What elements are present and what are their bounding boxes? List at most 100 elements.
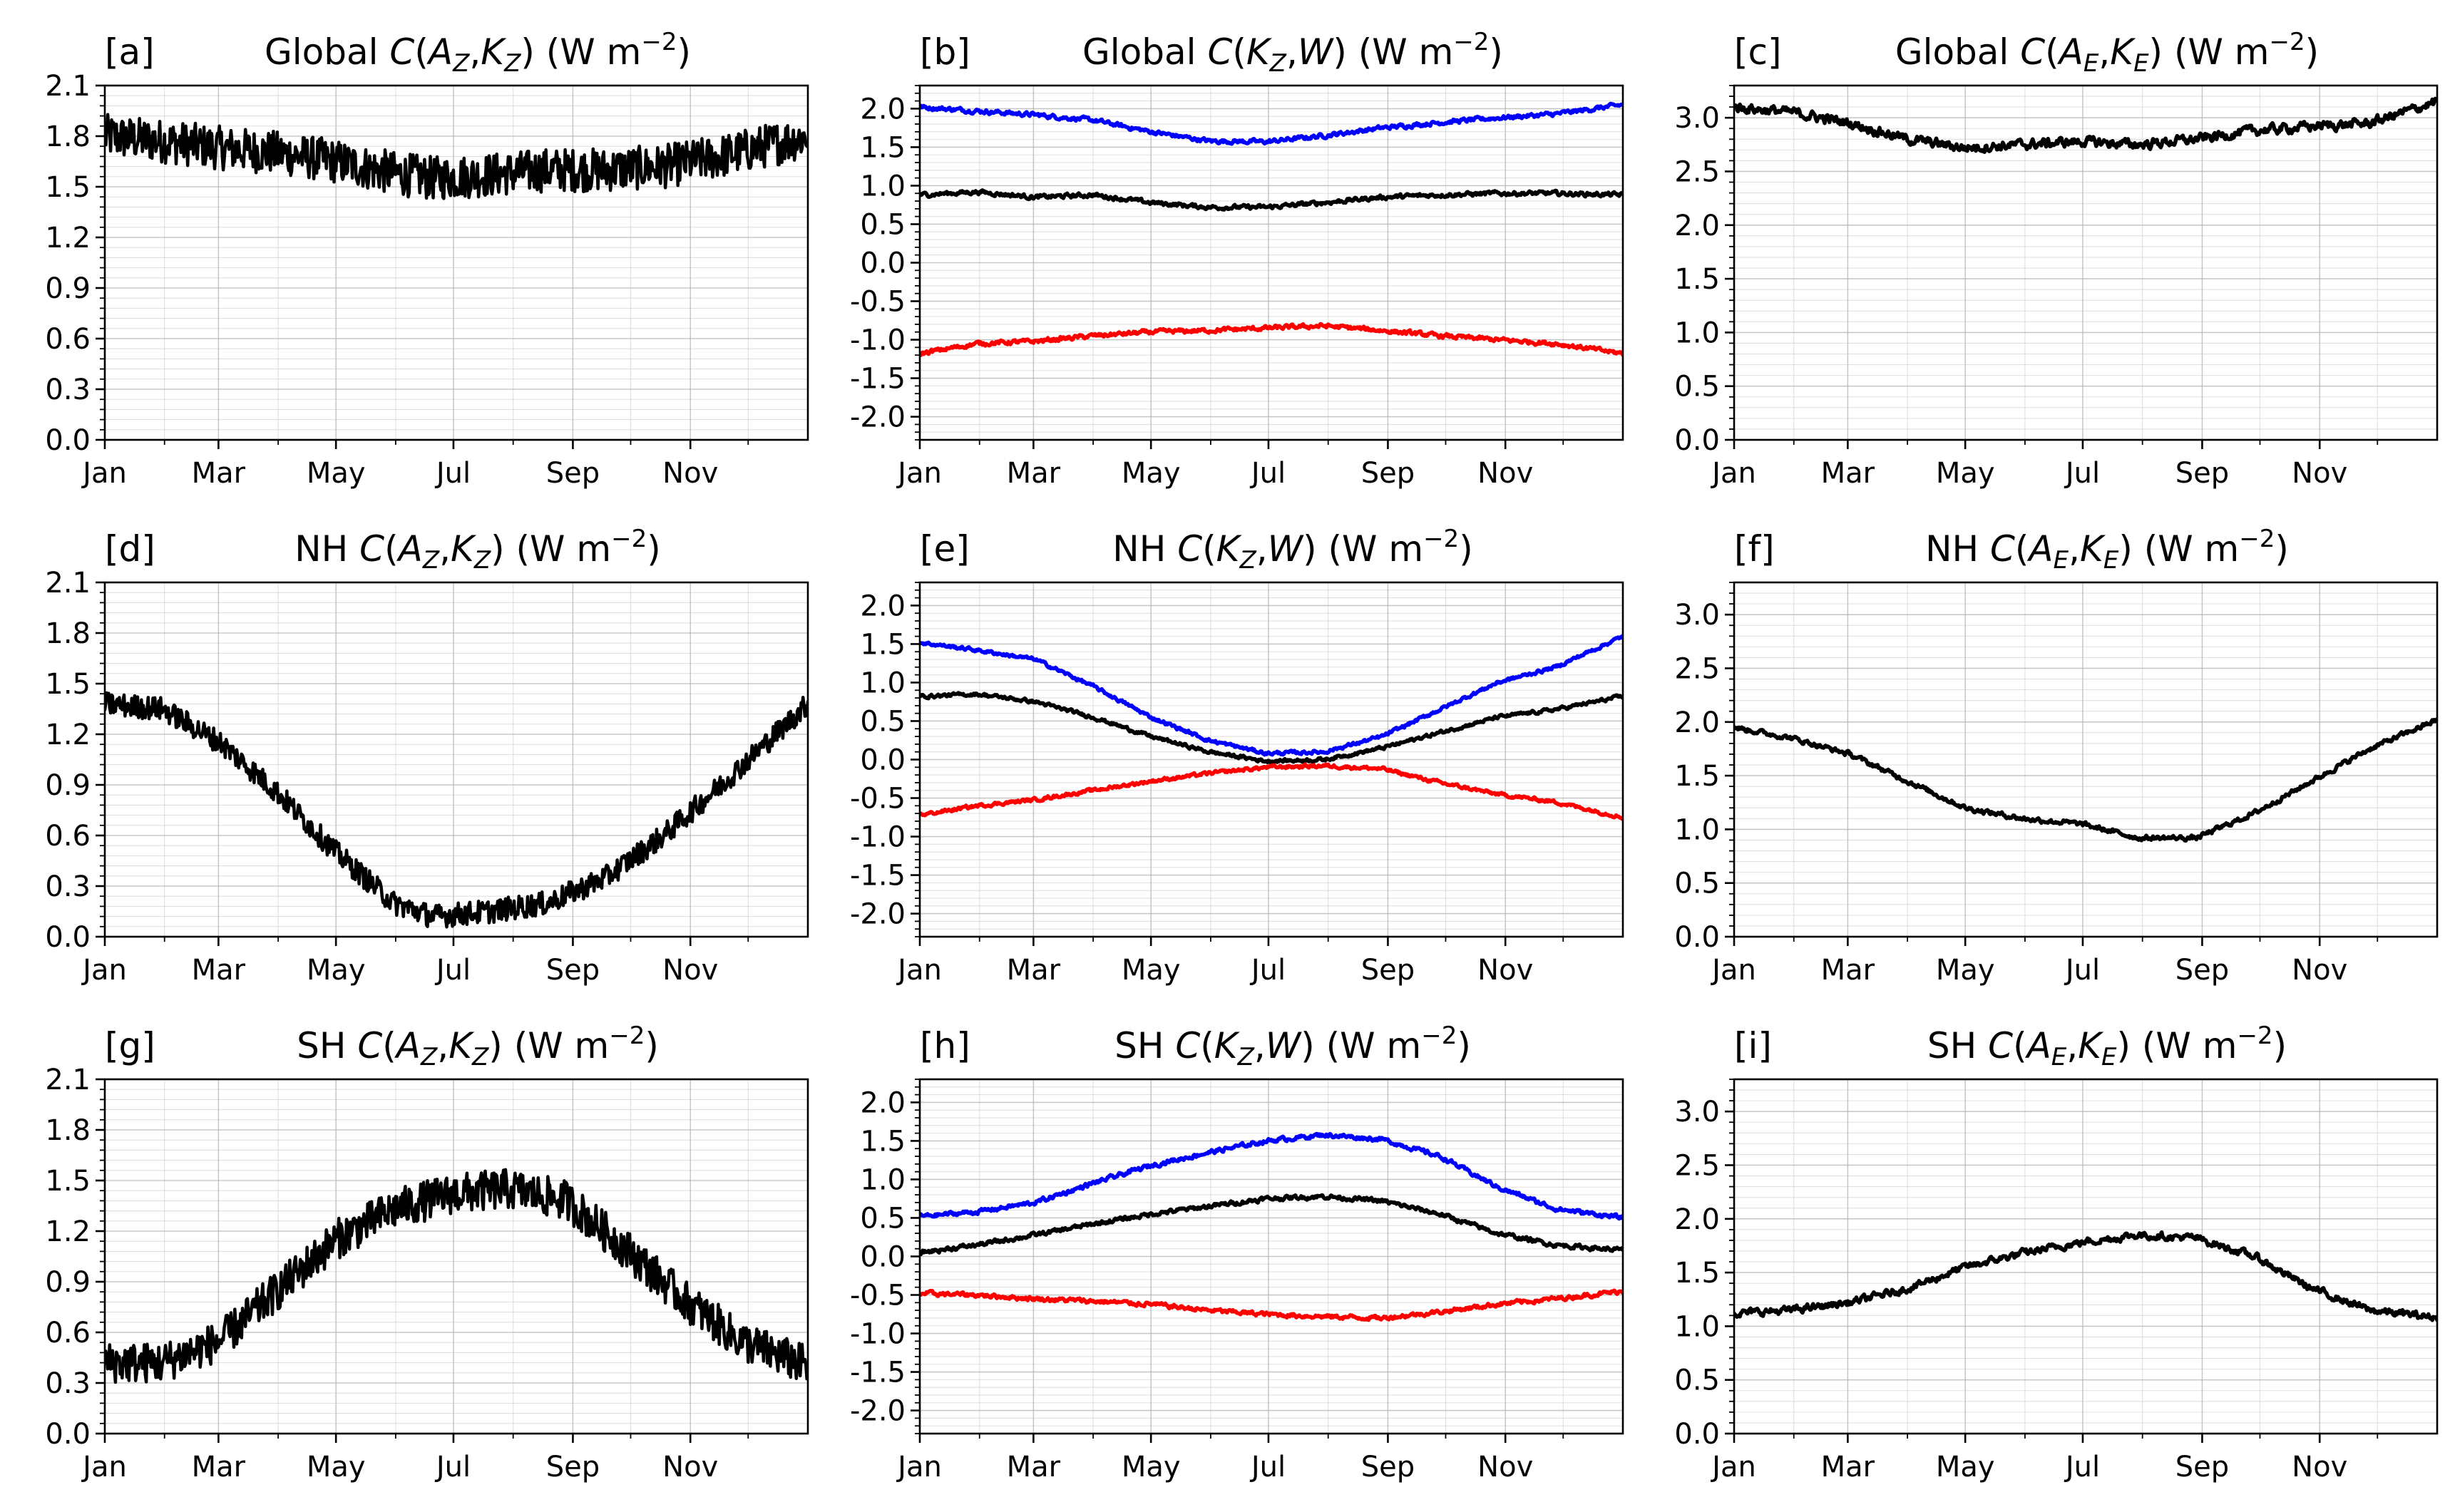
y-tick-label: 2.0 — [860, 590, 906, 622]
x-tick-label: May — [1122, 954, 1181, 987]
panel-e: -2.0 -1.5 -1.0 -0.5 0.0 0.5 1.0 1.5 2.0 Jan Mar May… — [850, 525, 1624, 987]
x-tick-label: Jan — [81, 954, 127, 987]
y-tick-label: 2.1 — [45, 567, 91, 600]
x-tick-label: Jul — [434, 1451, 471, 1483]
panel-h: -2.0 -1.5 -1.0 -0.5 0.0 0.5 1.0 1.5 2.0 Jan Mar May… — [850, 1022, 1624, 1483]
y-tick-label: 2.1 — [45, 1064, 91, 1096]
x-tick-label: Jan — [81, 1451, 127, 1483]
y-tick-label: 0.0 — [1674, 424, 1720, 457]
plot-frame — [1733, 1078, 2439, 1435]
y-tick-label: 2.0 — [1674, 210, 1720, 242]
x-tick-label: May — [307, 954, 366, 987]
plot-frame — [1733, 84, 2439, 441]
series-line-1 — [105, 113, 808, 200]
y-tick-label: 0.5 — [1674, 371, 1720, 403]
series-line-2 — [920, 188, 1623, 212]
y-tick-label: -2.0 — [850, 401, 906, 434]
y-tick-label: 2.0 — [860, 1086, 906, 1119]
x-tick-label: May — [1122, 1451, 1181, 1483]
y-tick-label: 1.2 — [45, 719, 91, 751]
y-tick-label: 1.5 — [860, 131, 906, 164]
panel-title: NH C(KZ,W) (W m−2) — [1112, 525, 1472, 575]
x-tick-label: Sep — [1361, 954, 1415, 987]
x-tick-label: Sep — [1361, 457, 1415, 490]
y-tick-label: -2.0 — [850, 898, 906, 931]
x-tick-label: Jan — [896, 1451, 942, 1483]
x-tick-label: May — [307, 457, 366, 490]
series-line-1 — [105, 1168, 808, 1384]
x-tick-label: May — [1122, 457, 1181, 490]
y-tick-label: 0.0 — [1674, 921, 1720, 954]
y-tick-label: 1.8 — [45, 1114, 91, 1147]
panel-b: -2.0 -1.5 -1.0 -0.5 0.0 0.5 1.0 1.5 2.0 Jan Mar May… — [850, 28, 1624, 490]
y-tick-label: 0.5 — [1674, 868, 1720, 900]
series-line-1 — [1734, 96, 2437, 154]
x-tick-label: Sep — [2175, 1451, 2229, 1483]
x-tick-label: Nov — [2292, 457, 2347, 490]
series-line-3 — [920, 322, 1623, 357]
x-tick-label: Jan — [896, 457, 942, 490]
y-tick-label: 1.5 — [860, 628, 906, 661]
x-tick-label: Nov — [2292, 1451, 2347, 1483]
x-tick-label: Mar — [1007, 457, 1061, 490]
panel-label: [a] — [105, 31, 155, 73]
y-tick-label: -1.5 — [850, 363, 906, 396]
series-line-1 — [920, 101, 1623, 146]
y-tick-label: 0.9 — [45, 1266, 91, 1299]
panel-a: 0.0 0.3 0.6 0.9 1.2 1.5 1.8 2.1 Jan Mar May Jul Sep N… — [45, 28, 809, 490]
panel-title: Global C(KZ,W) (W m−2) — [1082, 28, 1503, 78]
x-tick-label: Sep — [546, 954, 600, 987]
y-tick-label: 3.0 — [1674, 1096, 1720, 1128]
y-tick-label: -1.5 — [850, 1357, 906, 1389]
y-tick-label: 0.0 — [1674, 1418, 1720, 1451]
x-tick-label: May — [1936, 954, 1995, 987]
panel-label: [h] — [920, 1025, 970, 1066]
y-tick-label: 1.0 — [1674, 317, 1720, 349]
x-tick-label: Jul — [2064, 457, 2100, 490]
x-tick-label: Mar — [1007, 954, 1061, 987]
y-tick-label: 0.0 — [45, 424, 91, 457]
panel-title: Global C(AE,KE) (W m−2) — [1895, 28, 2319, 78]
series-line-3 — [920, 762, 1623, 821]
y-tick-label: -0.5 — [850, 783, 906, 816]
y-tick-label: 0.3 — [45, 374, 91, 406]
x-tick-label: May — [1936, 457, 1995, 490]
y-tick-label: 1.5 — [860, 1125, 906, 1158]
x-tick-label: Nov — [1477, 954, 1533, 987]
x-tick-label: Jan — [1710, 1451, 1756, 1483]
y-tick-label: 2.5 — [1674, 652, 1720, 685]
panel-d: 0.0 0.3 0.6 0.9 1.2 1.5 1.8 2.1 Jan Mar May Jul Sep N… — [45, 525, 809, 987]
panel-title: SH C(AZ,KZ) (W m−2) — [297, 1022, 659, 1071]
y-tick-label: -1.0 — [850, 324, 906, 357]
panel-label: [i] — [1734, 1025, 1772, 1066]
y-tick-label: -1.0 — [850, 1318, 906, 1351]
series-line-1 — [920, 1131, 1623, 1221]
plot-frame — [103, 1078, 809, 1435]
y-tick-label: -1.5 — [850, 860, 906, 893]
y-tick-label: 1.0 — [860, 1163, 906, 1196]
x-tick-label: Jul — [434, 954, 471, 987]
y-tick-label: 0.6 — [45, 1317, 91, 1349]
y-tick-label: 0.0 — [860, 247, 906, 280]
x-tick-label: Nov — [2292, 954, 2347, 987]
series-line-2 — [920, 691, 1623, 765]
x-tick-label: Nov — [1477, 457, 1533, 490]
y-tick-label: 0.3 — [45, 1367, 91, 1400]
y-tick-label: 1.2 — [45, 222, 91, 254]
panel-c: 0.0 0.5 1.0 1.5 2.0 2.5 3.0 Jan Mar May Jul Sep Nov [… — [1674, 28, 2439, 490]
panel-title: SH C(AE,KE) (W m−2) — [1927, 1022, 2287, 1071]
panel-title: SH C(KZ,W) (W m−2) — [1114, 1022, 1471, 1071]
x-tick-label: Nov — [662, 1451, 718, 1483]
panel-title: Global C(AZ,KZ) (W m−2) — [265, 28, 691, 78]
series-line-3 — [920, 1288, 1623, 1322]
panel-label: [g] — [105, 1025, 155, 1066]
x-tick-label: Mar — [1821, 457, 1875, 490]
y-tick-label: 1.8 — [45, 617, 91, 650]
y-tick-label: 2.0 — [860, 93, 906, 125]
x-tick-label: Jul — [1249, 457, 1286, 490]
x-tick-label: Mar — [192, 1451, 246, 1483]
y-tick-label: 0.0 — [860, 1241, 906, 1274]
y-tick-label: 0.0 — [45, 921, 91, 954]
panel-label: [f] — [1734, 528, 1775, 570]
x-tick-label: Jan — [81, 457, 127, 490]
